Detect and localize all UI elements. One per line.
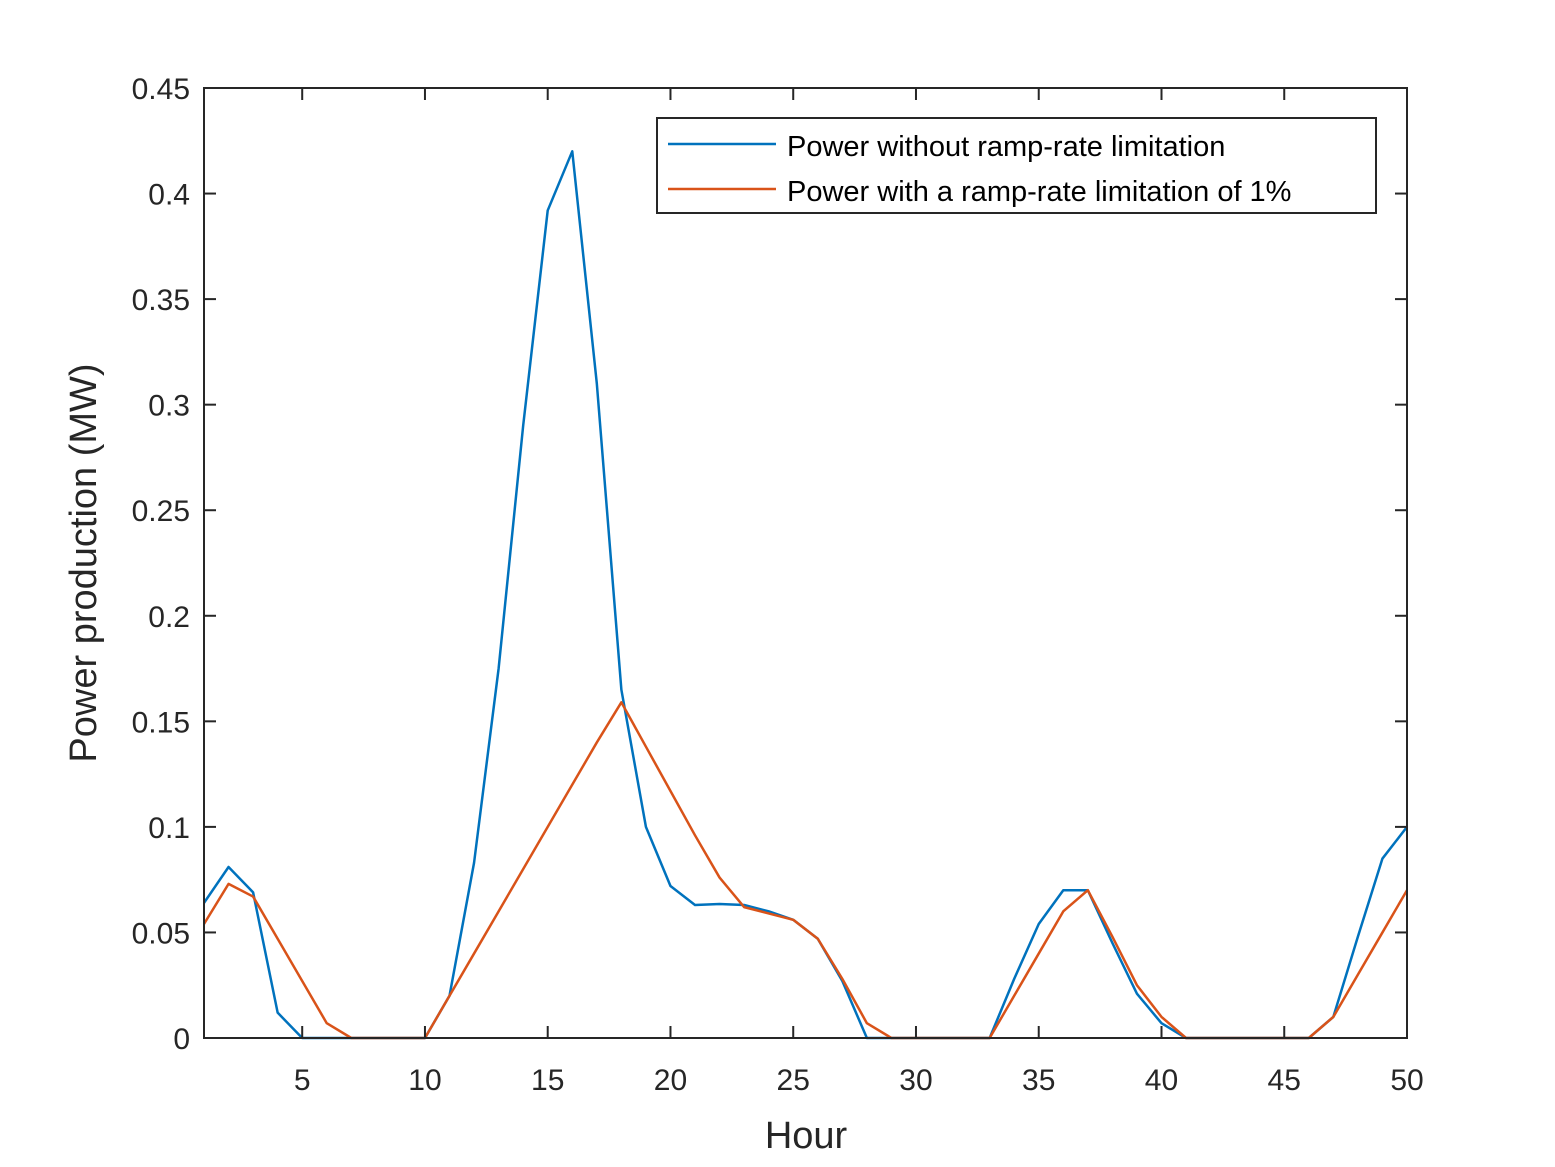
ticks-layer: 5 10 15 20 25 30 35 40 45 50 0 0.05 0.1 0.15 0.2 0.25 0.… [132, 73, 1424, 1097]
y-tick-label: 0.2 [148, 601, 190, 634]
x-tick-label: 20 [654, 1064, 687, 1097]
y-tick-label: 0.45 [132, 73, 190, 106]
y-tick-label: 0.35 [132, 284, 190, 317]
y-tick-label: 0.3 [148, 390, 190, 423]
y-tick-label: 0 [173, 1023, 190, 1056]
y-tick-label: 0.15 [132, 706, 190, 739]
x-tick-label: 30 [899, 1064, 932, 1097]
x-tick-label: 5 [294, 1064, 311, 1097]
axes-box [203, 87, 1408, 1039]
plot-area [204, 88, 1407, 1038]
x-tick-label: 10 [408, 1064, 441, 1097]
x-tick-label: 50 [1390, 1064, 1423, 1097]
axes-layer [203, 87, 1408, 1039]
plot-area-background [204, 88, 1407, 1038]
x-tick-label: 15 [531, 1064, 564, 1097]
y-tick-label: 0.4 [148, 179, 190, 212]
y-axis-title: Power production (MW) [63, 363, 105, 762]
legend-box [656, 117, 1377, 214]
legend-label-series-1: Power without ramp-rate limitation [787, 131, 1225, 163]
y-tick-label: 0.1 [148, 812, 190, 845]
x-tick-label: 45 [1268, 1064, 1301, 1097]
y-tick-label: 0.05 [132, 917, 190, 950]
x-tick-label: 25 [777, 1064, 810, 1097]
x-axis-title: Hour [765, 1115, 848, 1157]
legend-label-series-2: Power with a ramp-rate limitation of 1% [787, 176, 1291, 208]
y-tick-label: 0.25 [132, 495, 190, 528]
x-tick-label: 40 [1145, 1064, 1178, 1097]
x-tick-label: 35 [1022, 1064, 1055, 1097]
legend: Power without ramp-rate limitation Power… [656, 117, 1377, 214]
